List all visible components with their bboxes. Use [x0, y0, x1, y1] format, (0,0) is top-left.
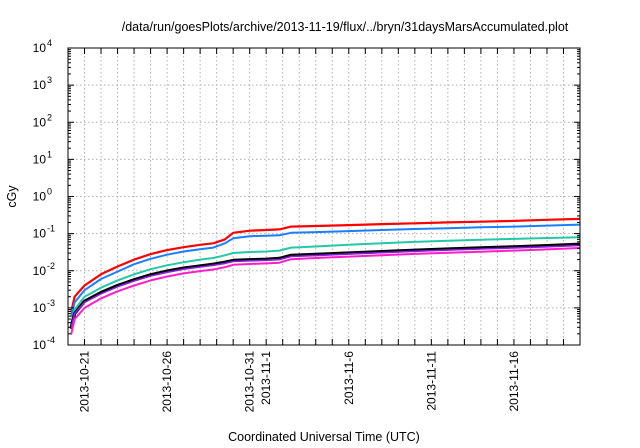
axis-ticks	[67, 47, 581, 346]
y-tick-label-exponent: 2	[47, 112, 52, 122]
x-tick-label: 2013-11-11	[424, 351, 438, 411]
y-tick-label: 10	[33, 41, 47, 55]
grid	[68, 48, 580, 345]
series-line-2	[70, 223, 580, 318]
x-tick-label: 2013-11-16	[507, 351, 521, 412]
series-line-3	[70, 236, 580, 324]
series-line-4	[69, 242, 580, 329]
y-tick-label-exponent: -3	[47, 298, 55, 308]
series-lines	[69, 217, 580, 335]
series-line-6	[70, 247, 580, 335]
y-tick-label-exponent: 1	[47, 149, 52, 159]
y-tick-label: 10	[33, 115, 47, 129]
y-tick-label-exponent: -2	[47, 261, 55, 271]
x-tick-label: 2013-10-31	[243, 351, 257, 413]
y-tick-label-exponent: -1	[47, 224, 55, 234]
y-tick-label-exponent: 4	[47, 38, 52, 48]
series-line-5	[70, 244, 580, 329]
y-tick-label: 10	[33, 264, 47, 278]
x-tick-label: 2013-11-6	[342, 351, 356, 405]
y-tick-label: 10	[33, 190, 47, 204]
y-tick-label: 10	[33, 227, 47, 241]
x-axis-label: Coordinated Universal Time (UTC)	[228, 430, 420, 444]
y-tick-label-exponent: 0	[47, 187, 52, 197]
x-tick-label: 2013-11-1	[259, 351, 273, 405]
y-axis-label: cGy	[5, 185, 19, 208]
chart-title: /data/run/goesPlots/archive/2013-11-19/f…	[122, 20, 569, 34]
y-tick-label: 10	[33, 338, 47, 352]
y-tick-label-exponent: -4	[47, 335, 55, 345]
y-tick-label: 10	[33, 78, 47, 92]
y-tick-label: 10	[33, 301, 47, 315]
x-tick-label: 2013-10-26	[160, 351, 174, 413]
y-tick-label: 10	[33, 152, 47, 166]
y-tick-label-exponent: 3	[47, 75, 52, 85]
x-tick-label: 2013-10-21	[78, 351, 92, 413]
x-tick-labels: 2013-10-21 2013-10-26 2013-10-31 2013-11-1 2…	[78, 351, 521, 413]
series-line-1	[70, 217, 580, 313]
